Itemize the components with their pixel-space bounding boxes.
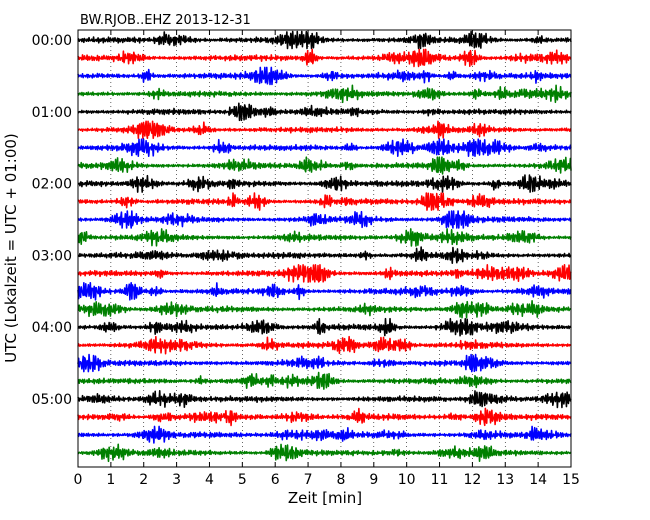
y-tick-label: 00:00 — [32, 33, 72, 49]
x-tick-label: 10 — [398, 472, 416, 488]
trace-row — [77, 246, 572, 265]
trace-row — [77, 30, 572, 50]
x-tick-label: 11 — [431, 472, 449, 488]
trace-row — [77, 335, 572, 355]
trace-row — [77, 407, 572, 427]
y-axis: 00:00 01:00 02:00 03:00 04:00 05:00 — [32, 33, 83, 408]
x-tick-label: 0 — [74, 472, 83, 488]
grid-lines — [110, 30, 539, 467]
y-tick-label: 01:00 — [32, 105, 72, 121]
trace-row — [77, 371, 572, 390]
x-tick-label: 15 — [562, 472, 580, 488]
trace-row — [77, 120, 572, 140]
trace-row — [77, 48, 572, 68]
x-axis: 0 1 2 3 4 5 6 7 8 9 10 11 12 13 14 15 — [74, 30, 580, 488]
trace-row — [77, 84, 572, 104]
x-tick-label: 1 — [106, 472, 115, 488]
x-tick-label: 6 — [271, 472, 280, 488]
y-tick-label: 02:00 — [32, 177, 72, 193]
x-tick-label: 9 — [369, 472, 378, 488]
plot-frame — [77, 29, 572, 468]
x-tick-label: 2 — [139, 472, 148, 488]
trace-group — [77, 30, 572, 463]
chart-title: BW.RJOB..EHZ 2013-12-31 — [80, 13, 251, 28]
trace-row — [77, 389, 572, 409]
trace-row — [77, 228, 572, 247]
x-tick-label: 5 — [238, 472, 247, 488]
x-tick-label: 7 — [304, 472, 313, 488]
x-tick-label: 3 — [172, 472, 181, 488]
trace-row — [77, 66, 572, 86]
trace-row — [77, 102, 572, 122]
y-axis-label: UTC (Lokalzeit = UTC + 01:00) — [2, 133, 20, 363]
trace-row — [77, 264, 572, 283]
x-axis-label: Zeit [min] — [288, 489, 362, 507]
y-tick-label: 04:00 — [32, 320, 72, 336]
trace-row — [77, 317, 572, 337]
trace-row — [77, 443, 572, 463]
trace-row — [77, 282, 572, 301]
x-tick-label: 4 — [205, 472, 214, 488]
trace-row — [77, 299, 572, 319]
trace-row — [77, 192, 572, 211]
trace-row — [77, 425, 572, 444]
x-tick-label: 14 — [529, 472, 547, 488]
trace-row — [77, 138, 572, 157]
trace-row — [77, 210, 572, 229]
x-tick-label: 8 — [336, 472, 345, 488]
trace-row — [77, 353, 572, 373]
trace-row — [77, 174, 572, 193]
y-tick-label: 03:00 — [32, 248, 72, 264]
x-tick-label: 13 — [496, 472, 514, 488]
trace-row — [77, 156, 572, 175]
y-tick-label: 05:00 — [32, 392, 72, 408]
x-tick-label: 12 — [463, 472, 481, 488]
